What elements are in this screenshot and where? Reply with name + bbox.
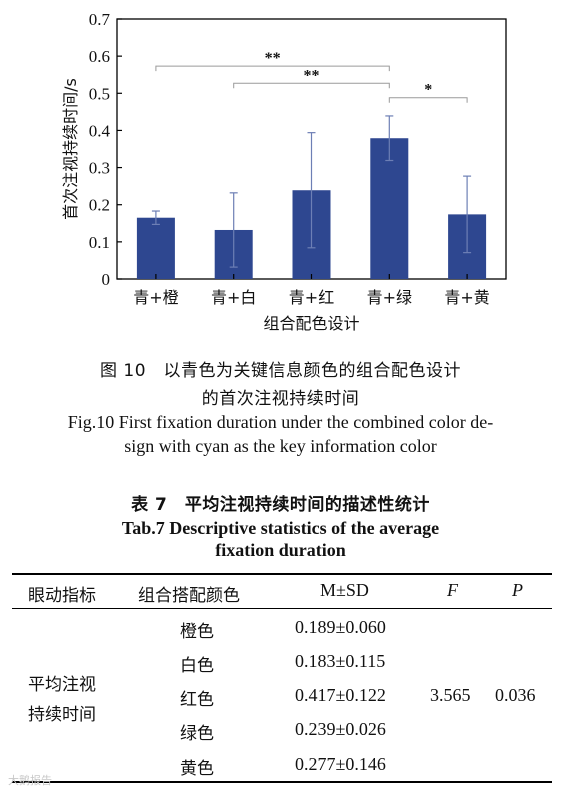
row-color: 橙色 — [180, 622, 214, 642]
table-title-en-line2: fixation duration — [215, 540, 346, 560]
y-tick-label: 0.6 — [89, 47, 110, 66]
x-tick-label: 青+黄 — [444, 288, 489, 307]
y-tick-label: 0.2 — [89, 196, 110, 215]
row-msd: 0.417±0.122 — [295, 685, 386, 705]
x-tick-label: 青+橙 — [133, 288, 178, 307]
f-value: 3.565 — [430, 685, 471, 705]
table-title-en-line1: Tab.7 Descriptive statistics of the aver… — [121, 518, 440, 538]
significance-bracket — [233, 82, 390, 89]
metric-label-line1: 平均注视 — [28, 675, 96, 695]
table-header-rule — [12, 608, 552, 609]
figure-caption-cn-line1: 图 10 以青色为关键信息颜色的组合配色设计 — [99, 361, 462, 381]
significance-bracket — [388, 97, 468, 103]
bar — [370, 138, 409, 279]
x-tick-label: 青+红 — [289, 288, 334, 307]
significance-bracket — [155, 65, 390, 72]
y-tick-label: 0.4 — [89, 121, 111, 140]
row-color: 红色 — [180, 690, 214, 710]
table-top-rule — [12, 573, 552, 575]
significance-label: ** — [265, 50, 281, 67]
header-metric: 眼动指标 — [28, 586, 96, 606]
y-tick-label: 0.1 — [89, 233, 110, 252]
metric-label-line2: 持续时间 — [28, 705, 96, 725]
watermark: 大鹅报告 — [8, 774, 52, 787]
table-bottom-rule — [12, 781, 552, 783]
header-f: F — [447, 580, 458, 600]
figure-caption-en-line1: Fig.10 First fixation duration under the… — [67, 412, 494, 432]
x-axis-title: 组合配色设计 — [263, 314, 359, 333]
y-tick-label: 0.3 — [89, 159, 110, 178]
x-tick-label: 青+白 — [211, 288, 256, 307]
figure-caption-en-line2: sign with cyan as the key information co… — [124, 436, 437, 456]
y-tick-label: 0.7 — [89, 10, 111, 29]
bar — [136, 217, 175, 279]
significance-label: ** — [304, 67, 320, 84]
row-msd: 0.183±0.115 — [295, 651, 386, 671]
row-color: 绿色 — [180, 724, 214, 744]
header-color: 组合搭配颜色 — [138, 586, 240, 606]
header-p: P — [512, 580, 523, 600]
y-tick-label: 0 — [102, 270, 111, 289]
bar-chart: 00.10.20.30.40.50.60.7青+橙 青+白 青+红 青+绿 青+黄***… — [61, 10, 507, 333]
significance-label: * — [424, 82, 432, 99]
table-title-cn: 表 7 平均注视持续时间的描述性统计 — [131, 495, 430, 515]
row-color: 白色 — [180, 656, 214, 676]
header-msd: M±SD — [320, 580, 369, 600]
row-msd: 0.189±0.060 — [295, 617, 386, 637]
row-msd: 0.277±0.146 — [295, 754, 386, 774]
row-color: 黄色 — [180, 759, 214, 779]
y-axis-title: 首次注视持续时间/s — [61, 78, 80, 220]
p-value: 0.036 — [495, 685, 536, 705]
row-msd: 0.239±0.026 — [295, 719, 386, 739]
figure-caption-cn-line2: 的首次注视持续时间 — [201, 389, 360, 409]
x-tick-label: 青+绿 — [367, 288, 412, 307]
y-tick-label: 0.5 — [89, 84, 110, 103]
